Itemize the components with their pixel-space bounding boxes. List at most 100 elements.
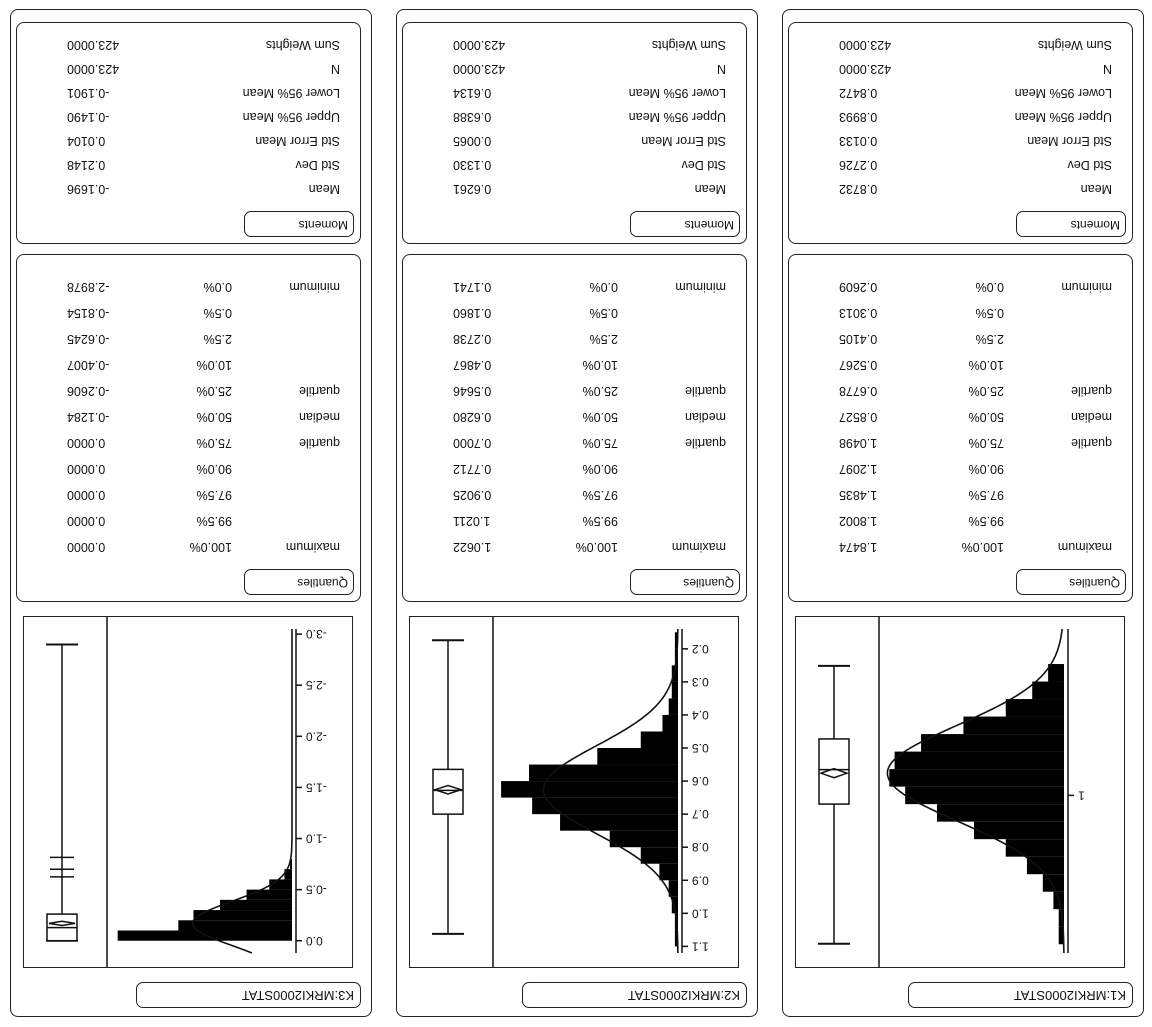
- quantile-value: 0.5267: [839, 358, 878, 372]
- quantile-percent: 75.0%: [582, 436, 618, 450]
- quantile-row: quartile 75.0% 0.0000: [17, 431, 360, 455]
- axis-tick-label: 0.5: [692, 741, 709, 755]
- moment-value: 0.6261: [453, 182, 492, 196]
- quantile-percent: 99.5%: [196, 514, 232, 528]
- quantiles-header[interactable]: Quantiles: [244, 569, 354, 595]
- histogram-bar: [640, 847, 678, 864]
- quantile-label: median: [685, 410, 726, 424]
- moment-label: N: [716, 62, 726, 76]
- quantile-percent: 50.0%: [582, 410, 618, 424]
- quantile-row: maximum 100.0% 1.0622: [403, 535, 746, 559]
- quantile-value: -0.6245: [67, 332, 110, 346]
- histogram-bar: [284, 869, 292, 880]
- histogram-bar: [193, 910, 292, 921]
- quantile-row: quartile 25.0% 0.6778: [789, 379, 1132, 403]
- quantile-percent: 99.5%: [968, 514, 1004, 528]
- quantile-row: minimum 0.0% 0.2609: [789, 275, 1132, 299]
- histogram-bar: [529, 764, 678, 782]
- panel-title[interactable]: K2:MRKI2000STAT: [522, 982, 747, 1008]
- axis-tick-label: -2.0: [306, 729, 327, 743]
- quantile-value: 0.0000: [67, 514, 106, 528]
- quantile-value: 0.4105: [839, 332, 878, 346]
- axis-tick-label: -0.5: [306, 883, 327, 897]
- moment-label: Mean: [1080, 182, 1112, 196]
- histogram-bar: [597, 748, 678, 765]
- moment-row: Sum Weights 423.0000: [17, 33, 360, 57]
- quantile-value: 1.4835: [839, 488, 878, 502]
- moment-label: Std Error Mean: [1027, 134, 1112, 148]
- quantile-label: median: [299, 410, 340, 424]
- quantile-value: 0.0000: [67, 462, 106, 476]
- quantile-row: 0.5% 0.1860: [403, 301, 746, 325]
- quantile-row: 90.0% 0.0000: [17, 457, 360, 481]
- histogram-bar: [963, 716, 1064, 735]
- quantile-value: 0.2609: [839, 280, 878, 294]
- moment-value: 423.0000: [67, 62, 120, 76]
- quantile-label: maximum: [671, 540, 726, 554]
- moment-row: Mean 0.8732: [789, 177, 1132, 201]
- moment-label: Std Dev: [1067, 158, 1112, 172]
- histogram-bar: [674, 632, 678, 649]
- distribution-panel-k2: K2:MRKI2000STAT 0.2 0.3 0.4 0.5 0.6 0.7 0.8 0.9…: [396, 9, 758, 1017]
- quantile-percent: 100.0%: [961, 540, 1004, 554]
- quantile-percent: 99.5%: [582, 514, 618, 528]
- quantile-value: 0.2738: [453, 332, 492, 346]
- moment-value: 423.0000: [453, 38, 506, 52]
- histogram-bar: [1042, 874, 1064, 892]
- quantile-value: 0.7712: [453, 462, 492, 476]
- quantile-value: 0.1860: [453, 306, 492, 320]
- quantile-row: 90.0% 1.2097: [789, 457, 1132, 481]
- quantile-row: median 50.0% 0.6280: [403, 405, 746, 429]
- quantile-row: median 50.0% 0.8527: [789, 405, 1132, 429]
- quantile-row: 2.5% 0.2738: [403, 327, 746, 351]
- moments-header[interactable]: Moments: [630, 211, 740, 237]
- quantiles-header[interactable]: Quantiles: [1016, 569, 1126, 595]
- moments-section: Moments Mean -0.1696 Std Dev 0.2148 Std Erro…: [16, 22, 361, 244]
- quantile-value: -0.8154: [67, 306, 110, 320]
- axis-tick-label: 0.2: [692, 642, 709, 656]
- quantile-row: 10.0% 0.4867: [403, 353, 746, 377]
- distribution-panel-k3: K3:MRKI2000STAT -3.0 -2.5 -2.0 -1.5 -1.0 -0.5…: [10, 9, 372, 1017]
- moment-row: N 423.0000: [403, 57, 746, 81]
- moment-value: 0.8732: [839, 182, 878, 196]
- quantile-label: quartile: [685, 436, 726, 450]
- quantile-row: 99.5% 1.8002: [789, 509, 1132, 533]
- histogram-bar: [117, 930, 292, 941]
- quantile-value: 1.8002: [839, 514, 878, 528]
- quantile-value: 0.0000: [67, 488, 106, 502]
- histogram-bar: [532, 797, 678, 815]
- moment-label: Sum Weights: [265, 38, 340, 52]
- quantile-value: -0.2606: [67, 384, 110, 398]
- moments-header[interactable]: Moments: [244, 211, 354, 237]
- axis-tick-label: -1.5: [306, 780, 327, 794]
- quantiles-header[interactable]: Quantiles: [630, 569, 740, 595]
- quantile-percent: 0.0%: [589, 280, 619, 294]
- moment-row: Std Error Mean 0.0065: [403, 129, 746, 153]
- axis-tick-label: -1.0: [306, 832, 327, 846]
- quantile-label: median: [1071, 410, 1112, 424]
- quantile-value: 0.6778: [839, 384, 878, 398]
- quantile-row: 97.5% 1.4835: [789, 483, 1132, 507]
- panel-title[interactable]: K1:MRKI2000STAT: [908, 982, 1133, 1008]
- histogram-bar: [1026, 856, 1064, 875]
- distribution-panel-k1: K1:MRKI2000STAT 1 Quantiles maximum 100.0…: [782, 9, 1144, 1017]
- quantile-percent: 10.0%: [196, 358, 232, 372]
- quantile-percent: 0.5%: [589, 306, 619, 320]
- moments-header[interactable]: Moments: [1016, 211, 1126, 237]
- moment-label: N: [1102, 62, 1112, 76]
- quantile-percent: 50.0%: [968, 410, 1004, 424]
- quantile-row: 10.0% -0.4007: [17, 353, 360, 377]
- moment-value: 423.0000: [453, 62, 506, 76]
- panel-title[interactable]: K3:MRKI2000STAT: [136, 982, 361, 1008]
- histogram-bar: [894, 751, 1064, 770]
- moment-row: Std Dev 0.2148: [17, 153, 360, 177]
- moment-row: Mean 0.6261: [403, 177, 746, 201]
- moment-value: 0.0133: [839, 134, 878, 148]
- axis-tick-label: 1: [1078, 788, 1085, 802]
- quantile-percent: 0.5%: [203, 306, 233, 320]
- histogram-chart: -3.0 -2.5 -2.0 -1.5 -1.0 -0.5 0.0: [46, 616, 327, 967]
- moment-label: Mean: [308, 182, 340, 196]
- quantile-value: 0.1741: [453, 280, 492, 294]
- quantile-percent: 75.0%: [196, 436, 232, 450]
- box: [432, 768, 464, 815]
